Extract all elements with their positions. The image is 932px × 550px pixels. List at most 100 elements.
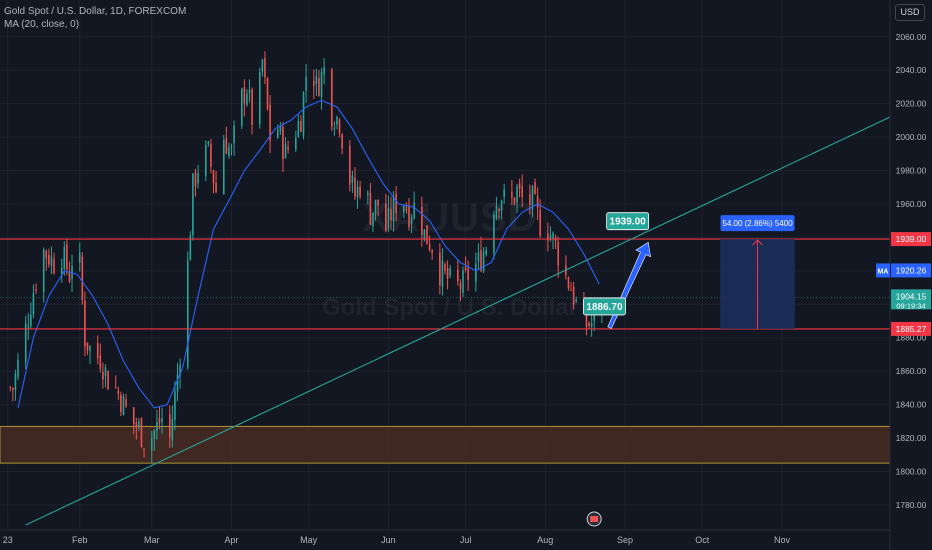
candle-body <box>261 60 264 72</box>
candle-body <box>140 418 143 447</box>
resistance-price-tag: 1939.00 <box>896 234 927 244</box>
candles <box>9 51 603 463</box>
candle-body <box>143 448 145 450</box>
candle-body <box>179 364 181 376</box>
ma-line <box>17 99 600 409</box>
candle-body <box>258 71 261 124</box>
candle-body <box>228 147 230 156</box>
candle-body <box>192 173 194 236</box>
candle-body <box>197 173 199 184</box>
candle-body <box>464 266 467 270</box>
candle-body <box>567 277 570 289</box>
price-tick-label: 1820.00 <box>896 433 927 443</box>
candle-body <box>534 182 536 195</box>
indicator-label[interactable]: MA (20, close, 0) <box>4 19 80 30</box>
time-tick-label: Aug <box>537 535 553 545</box>
candle-body <box>86 342 89 351</box>
price-tick-label: 2000.00 <box>896 132 927 142</box>
candle-body <box>176 374 179 392</box>
candle-body <box>367 192 369 195</box>
candle-body <box>441 260 444 287</box>
price-callout-bg <box>606 212 650 231</box>
candle-body <box>125 399 127 407</box>
chart-legend: Gold Spot / U.S. Dollar, 1D, FOREXCOM MA… <box>4 5 186 31</box>
last-price-tag: 1904.15 <box>896 291 927 301</box>
candle-body <box>323 67 325 75</box>
candle-body <box>405 209 408 211</box>
ascending-trendline[interactable] <box>25 116 891 526</box>
candle-body <box>186 260 189 368</box>
candle-body <box>359 186 361 197</box>
candle-body <box>248 89 251 93</box>
candle-body <box>297 121 300 137</box>
candle-body <box>387 207 390 229</box>
measure-label: 54.00 (2.86%) 5400 <box>722 219 793 228</box>
candle-body <box>413 202 415 219</box>
candle-body <box>503 189 505 198</box>
candle-body <box>513 197 516 204</box>
candle-body <box>215 182 217 192</box>
candle-body <box>531 186 534 209</box>
candle-body <box>315 76 318 84</box>
support-price-tag-bg <box>891 321 931 336</box>
candle-body <box>42 249 45 293</box>
candle-body <box>104 367 107 377</box>
time-tick-label: 23 <box>3 535 13 545</box>
candle-body <box>138 421 140 427</box>
candle-body <box>12 388 14 390</box>
candle-body <box>222 139 225 195</box>
target-callout: 1939.00 <box>610 217 647 228</box>
candle-body <box>372 212 374 227</box>
trendline[interactable] <box>25 116 891 526</box>
ma-side-tag: MA <box>878 268 889 275</box>
candle-body <box>349 146 351 185</box>
price-tick-label: 2040.00 <box>896 65 927 75</box>
candle-body <box>174 391 176 420</box>
candle-body <box>590 322 593 327</box>
price-tick-label: 1800.00 <box>896 466 927 476</box>
candle-body <box>158 418 161 424</box>
candle-body <box>333 128 336 130</box>
candle-body <box>369 193 372 225</box>
candle-body <box>27 325 30 328</box>
candle-body <box>485 249 487 255</box>
candle-body <box>300 121 302 133</box>
candle-body <box>122 395 125 416</box>
candle-body <box>336 116 338 125</box>
candle-body <box>156 422 158 431</box>
candle-body <box>295 138 297 150</box>
candle-body <box>516 186 518 203</box>
candle-body <box>171 418 174 441</box>
price-axis[interactable]: 1780.00 1800.00 1820.00 1840.00 1860.00 1880.… <box>876 0 932 550</box>
candle-body <box>354 177 356 197</box>
candle-body <box>392 196 395 222</box>
candle-body <box>552 233 554 239</box>
currency-button[interactable]: USD <box>895 4 925 21</box>
candle-body <box>32 293 35 315</box>
candle-body <box>277 130 279 138</box>
symbol-title[interactable]: Gold Spot / U.S. Dollar, 1D, FOREXCOM <box>4 6 187 17</box>
candle-body <box>107 371 109 390</box>
candle-body <box>547 233 549 241</box>
candle-body <box>511 192 513 198</box>
candle-body <box>588 323 590 326</box>
candle-body <box>439 252 441 286</box>
candle-body <box>423 229 426 240</box>
time-tick-label: Feb <box>72 535 88 545</box>
price-tick-label: 2060.00 <box>896 32 927 42</box>
candle-body <box>264 58 266 78</box>
price-tick-label: 1780.00 <box>896 500 927 510</box>
price-tick-label: 1860.00 <box>896 366 927 376</box>
candle-body <box>518 183 521 189</box>
candle-body <box>266 78 269 109</box>
candle-body <box>575 299 577 302</box>
candle-body <box>210 144 212 167</box>
candle-body <box>421 206 423 236</box>
candle-body <box>549 235 552 241</box>
candle-body <box>45 250 48 259</box>
time-axis[interactable]: 23 Feb Mar Apr May Jun Jul Aug Sep Oct Nov <box>0 529 890 545</box>
bullish-arrow <box>607 241 651 329</box>
candle-body <box>572 286 575 305</box>
ma-side-tag-bg <box>876 263 890 278</box>
